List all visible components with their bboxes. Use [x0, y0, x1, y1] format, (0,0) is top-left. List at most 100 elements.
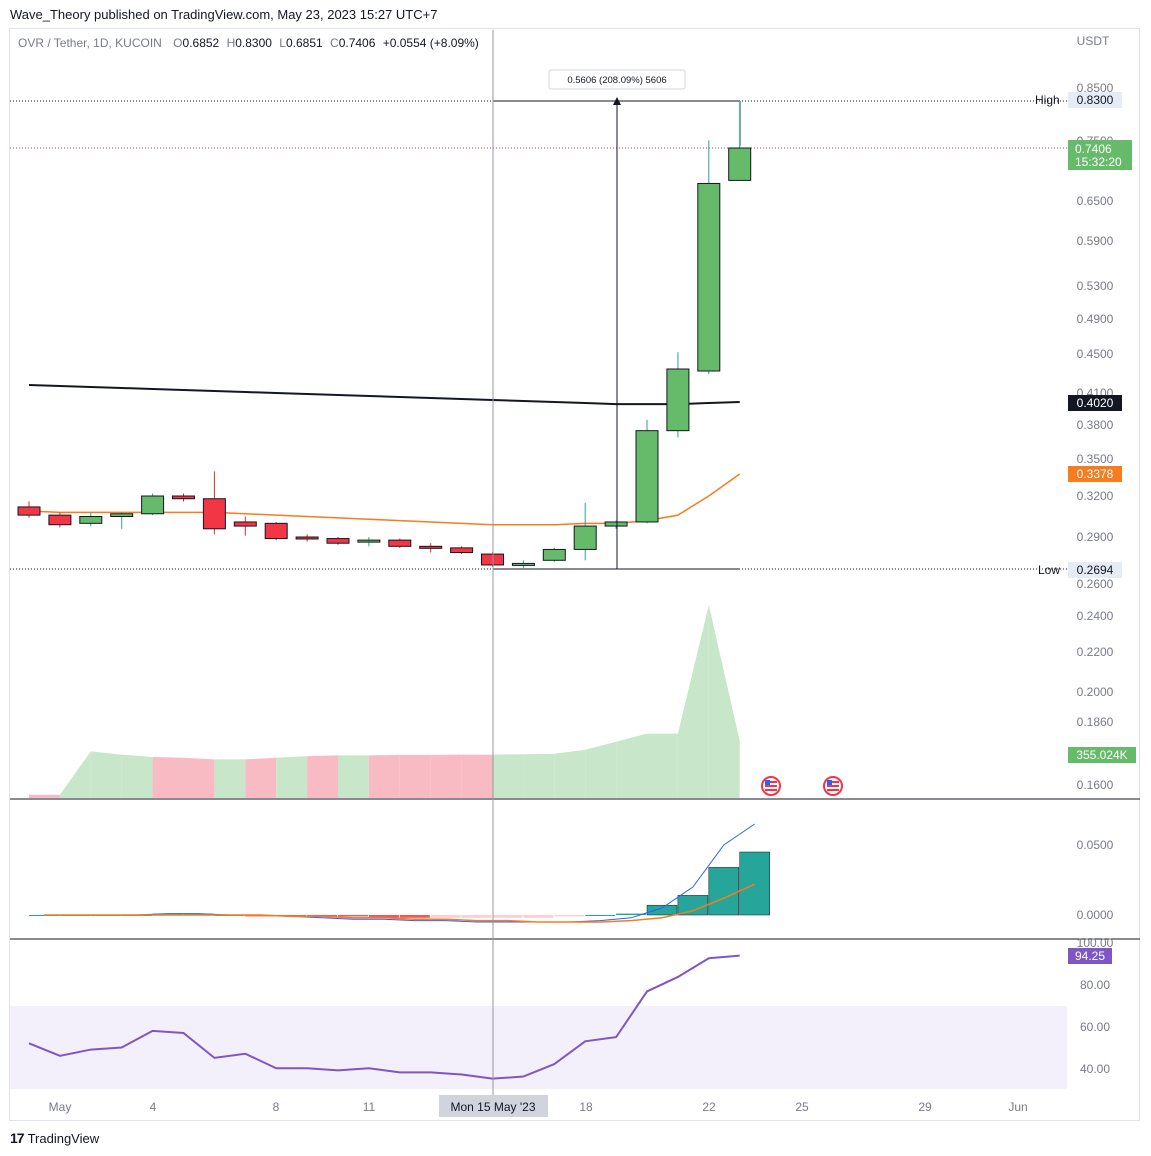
- volume-segment: [152, 756, 184, 798]
- low-value: 0.6851: [286, 36, 323, 50]
- time-tick-label: 22: [702, 1100, 716, 1114]
- candle-body: [110, 513, 134, 517]
- last-price: 0.7406: [1075, 142, 1112, 156]
- price-tick-label: 0.2400: [1077, 609, 1114, 623]
- rsi-tag: 94.25: [1068, 948, 1112, 964]
- candle-body: [450, 547, 474, 554]
- time-tick-label: 18: [579, 1100, 593, 1114]
- volume-segment: [121, 754, 153, 798]
- measure-label-box: [548, 69, 686, 90]
- macd-histogram-bar: [430, 915, 461, 918]
- macd-tick-label: 0.0000: [1077, 908, 1114, 922]
- high-tag: High 0.8300: [1035, 92, 1122, 108]
- macd-histogram-bar: [461, 915, 492, 918]
- volume-segment: [368, 754, 400, 798]
- volume-segment: [214, 759, 246, 798]
- candle-body: [728, 147, 752, 181]
- price-tick-label: 0.8500: [1077, 81, 1114, 95]
- measure-tool[interactable]: 0.5606 (208.09%) 5606: [548, 69, 686, 569]
- candle-body: [542, 548, 566, 561]
- time-tick-label: May: [49, 1100, 72, 1114]
- macd-histogram-bar: [585, 915, 616, 916]
- high-label: H: [227, 36, 236, 50]
- macd-histogram-bar: [739, 851, 770, 916]
- rsi-tick-label: 80.00: [1080, 978, 1110, 992]
- ma200-tag: 0.4020: [1068, 395, 1122, 411]
- price-axis: 0.85000.75000.65000.59000.53000.49000.45…: [1077, 81, 1114, 1076]
- footer: 17 TradingView: [10, 1130, 99, 1146]
- change-value: +0.0554 (+8.09%): [383, 36, 479, 50]
- volume-segment: [338, 755, 369, 798]
- us-flag-icon[interactable]: [823, 776, 843, 796]
- candle-body: [295, 536, 319, 540]
- candle-body: [264, 522, 288, 540]
- rsi-tick-label: 40.00: [1080, 1062, 1110, 1076]
- volume-segment: [647, 733, 678, 798]
- currency-label: USDT: [1077, 34, 1110, 48]
- candle-body: [141, 495, 165, 515]
- volume-segment: [29, 794, 60, 798]
- price-tick-label: 0.3800: [1077, 418, 1114, 432]
- candle-body: [17, 506, 41, 516]
- volume-segment: [708, 605, 740, 798]
- price-tick-label: 0.3500: [1077, 452, 1114, 466]
- time-tick-label: 11: [363, 1100, 376, 1114]
- candle-body: [697, 182, 721, 372]
- ma-orange-price: 0.3378: [1077, 467, 1114, 481]
- time-tick-label: 4: [150, 1100, 157, 1114]
- countdown: 15:32:20: [1075, 155, 1122, 169]
- high-value: 0.8300: [235, 36, 272, 50]
- tradingview-logo-icon: 17: [10, 1130, 25, 1146]
- crosshair-date-tag: Mon 15 May '23: [439, 1095, 548, 1117]
- candle-body: [202, 498, 226, 530]
- candle-body: [604, 521, 628, 527]
- candle-body: [357, 539, 381, 543]
- last-price-tag: 0.7406 15:32:20: [1068, 140, 1132, 170]
- price-tick-label: 0.5300: [1077, 279, 1114, 293]
- rsi-pane: [28, 954, 740, 1080]
- macd-tick-label: 0.0500: [1077, 838, 1114, 852]
- publisher-line: Wave_Theory published on TradingView.com…: [10, 7, 438, 22]
- time-tick-label: 25: [795, 1100, 809, 1114]
- volume-tag: 355.024K: [1068, 747, 1136, 763]
- measure-label: 0.5606 (208.09%) 5606: [567, 75, 666, 86]
- low-price: 0.2694: [1077, 563, 1114, 577]
- macd-line: [44, 823, 755, 923]
- candle-body: [511, 562, 535, 566]
- macd-histogram-bar: [708, 867, 740, 916]
- macd-pane: [29, 823, 770, 923]
- rsi-tick-label: 100.00: [1077, 936, 1114, 950]
- moving-averages: [28, 384, 741, 526]
- volume-segment: [585, 741, 617, 798]
- candle-body: [79, 516, 103, 524]
- low-label: L: [279, 36, 286, 50]
- time-axis: May 4 8 11 18 22 25 29 Jun: [49, 1100, 1028, 1114]
- volume-segment: [59, 751, 91, 798]
- time-tick-label: Jun: [1008, 1100, 1027, 1114]
- volume-segment: [616, 733, 647, 798]
- volume-segment: [90, 751, 122, 798]
- volume-segment: [523, 753, 555, 798]
- time-tick-label: 29: [918, 1100, 932, 1114]
- close-value: 0.7406: [339, 36, 376, 50]
- volume-segment: [492, 754, 524, 798]
- macd-histogram-bar: [554, 915, 585, 917]
- volume-segment: [677, 605, 709, 798]
- candle-body: [172, 495, 195, 500]
- low-word: Low: [1038, 563, 1060, 577]
- price-tick-label: 0.3200: [1077, 489, 1114, 503]
- us-flag-icon[interactable]: [761, 776, 781, 796]
- price-tick-label: 0.1600: [1077, 778, 1114, 792]
- crosshair-date: Mon 15 May '23: [450, 1100, 535, 1114]
- volume-segment: [183, 757, 215, 798]
- macd-histogram-bar: [616, 913, 647, 915]
- rsi-value: 94.25: [1075, 949, 1105, 963]
- ma-orange-tag: 0.3378: [1068, 466, 1122, 482]
- rsi-line: [28, 954, 740, 1080]
- rsi-band: [10, 1006, 1067, 1089]
- price-tick-label: 0.6500: [1077, 194, 1114, 208]
- macd-histogram-bar: [338, 915, 368, 917]
- candle-body: [233, 521, 257, 527]
- macd-histogram-bar: [523, 915, 554, 918]
